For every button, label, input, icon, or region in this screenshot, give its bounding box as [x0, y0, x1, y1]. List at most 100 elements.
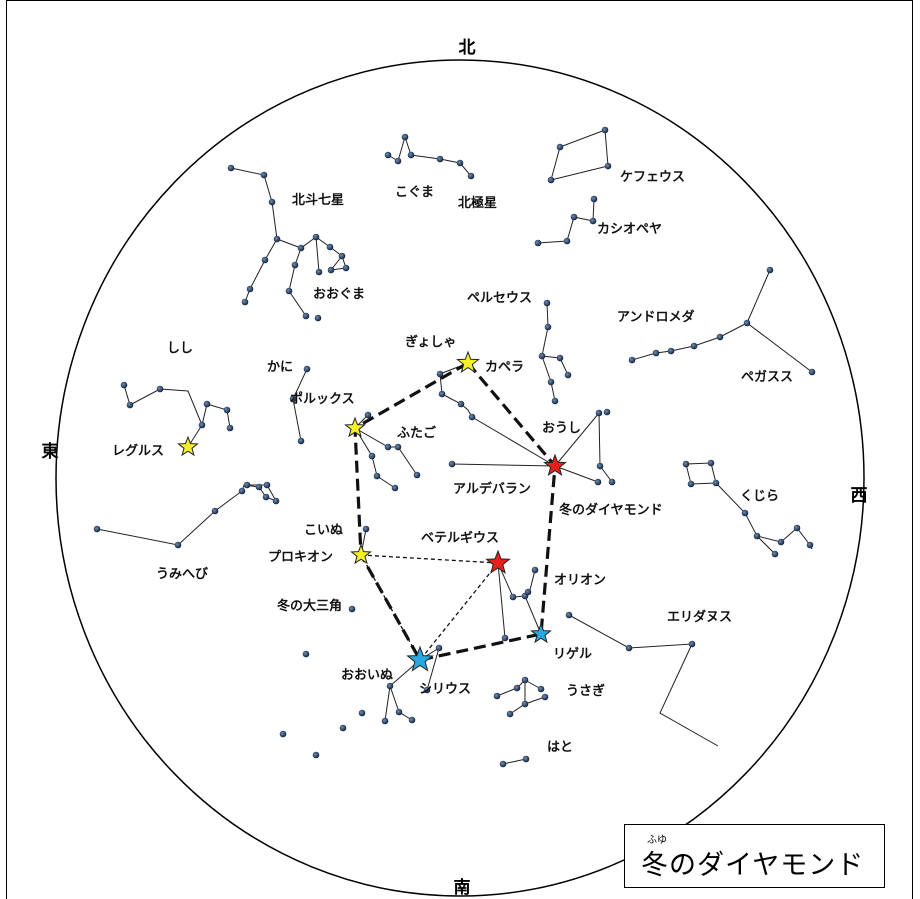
star-dot — [227, 164, 235, 172]
star-dot — [524, 588, 532, 596]
star-dot — [312, 233, 320, 241]
star-dot — [506, 710, 514, 718]
star-dot — [690, 342, 698, 350]
label-betelgeuse: ベテルギウス — [421, 530, 499, 546]
star-dot — [394, 157, 402, 165]
cetus-tail — [756, 535, 776, 555]
star-dot — [564, 371, 572, 379]
ursa-major-leg — [288, 247, 307, 317]
perseus-branch — [541, 355, 569, 376]
star-dot — [223, 406, 231, 414]
star-dot — [625, 644, 633, 652]
star-dot — [521, 700, 529, 708]
star-dot — [255, 483, 263, 491]
label-cepheus: ケフェウス — [620, 170, 685, 185]
star-dot — [688, 640, 696, 648]
star-dot — [368, 452, 376, 460]
star-dot — [595, 409, 603, 417]
star-capella — [456, 350, 480, 374]
label-aldebaran: アルデバラン — [453, 481, 531, 497]
label-cetus: くじら — [740, 489, 779, 504]
star-dot — [563, 237, 571, 245]
star-dot — [338, 252, 346, 260]
label-pollux: ポルックス — [290, 391, 355, 407]
star-dot — [793, 524, 801, 532]
star-dot — [384, 443, 392, 451]
label-polaris: 北極星 — [458, 195, 497, 211]
star-dot — [467, 172, 475, 180]
star-dot — [362, 525, 370, 533]
star-dot — [741, 509, 749, 517]
star-dot — [241, 298, 249, 306]
star-dot — [534, 239, 542, 247]
star-dot — [594, 478, 602, 486]
ursa-major-leg2 — [315, 236, 320, 273]
star-betelgeuse — [485, 549, 511, 574]
star-dot — [448, 460, 456, 468]
star-dot — [342, 264, 350, 272]
star-dot — [544, 323, 552, 331]
star-dot — [260, 171, 268, 179]
star-dot — [348, 605, 356, 613]
star-dot — [327, 266, 335, 274]
star-dot — [493, 692, 501, 700]
star-dot — [667, 347, 675, 355]
star-dot — [531, 566, 539, 574]
star-aldebaran — [543, 453, 567, 477]
star-dot — [570, 213, 578, 221]
star-dot — [297, 244, 305, 252]
star-dot — [556, 143, 564, 151]
columba-lines — [502, 758, 527, 765]
star-dot — [435, 644, 443, 652]
star-dot — [261, 256, 269, 264]
label-pegasus: ペガスス — [741, 370, 793, 385]
star-dot — [543, 299, 551, 307]
frame — [6, 0, 913, 899]
star-dot — [263, 481, 271, 489]
star-dot — [273, 235, 281, 243]
star-dot — [468, 413, 476, 421]
star-pollux — [344, 416, 366, 438]
label-canis-minor: こいぬ — [304, 523, 343, 538]
label-perseus: ペルセウス — [467, 291, 532, 306]
star-dot — [401, 133, 409, 141]
star-dot — [262, 493, 270, 501]
star-dot — [596, 462, 604, 470]
star-dot — [289, 395, 297, 403]
star-dot — [384, 151, 392, 159]
star-dot — [226, 424, 234, 432]
eridanus-lines — [568, 614, 719, 747]
star-dot — [712, 479, 720, 487]
star-dot — [314, 314, 322, 322]
canis-major-lines2 — [389, 685, 413, 721]
label-orion: オリオン — [554, 573, 606, 588]
star-dot — [395, 708, 403, 716]
east-label: 東 — [42, 441, 59, 462]
star-dot — [589, 217, 597, 225]
label-ursa-minor: こぐま — [395, 185, 434, 200]
ursa-minor-lines — [387, 135, 472, 177]
star-dot — [436, 155, 444, 163]
star-dot — [547, 176, 555, 184]
star-dot — [381, 717, 389, 725]
orion-lines1 — [497, 562, 542, 635]
west-label: 西 — [851, 486, 868, 506]
label-winter-diamond: 冬のダイヤモンド — [559, 502, 663, 518]
star-dot — [716, 333, 724, 341]
andromeda-lines — [631, 322, 748, 361]
label-canis-major: おおいぬ — [341, 668, 393, 683]
star-dot — [551, 397, 559, 405]
star-dot — [457, 400, 465, 408]
star-dot — [279, 730, 287, 738]
star-dot — [687, 480, 695, 488]
big-dipper-lines — [230, 167, 278, 303]
star-dot — [408, 716, 416, 724]
star-dot — [407, 151, 415, 159]
star-dot — [93, 525, 101, 533]
star-dot — [537, 685, 545, 693]
title-ruby: ふゆ — [647, 835, 667, 846]
label-auriga: ぎょしゃ — [405, 334, 456, 350]
star-sirius — [406, 645, 434, 672]
star-dot — [541, 693, 549, 701]
star-dot — [538, 352, 546, 360]
